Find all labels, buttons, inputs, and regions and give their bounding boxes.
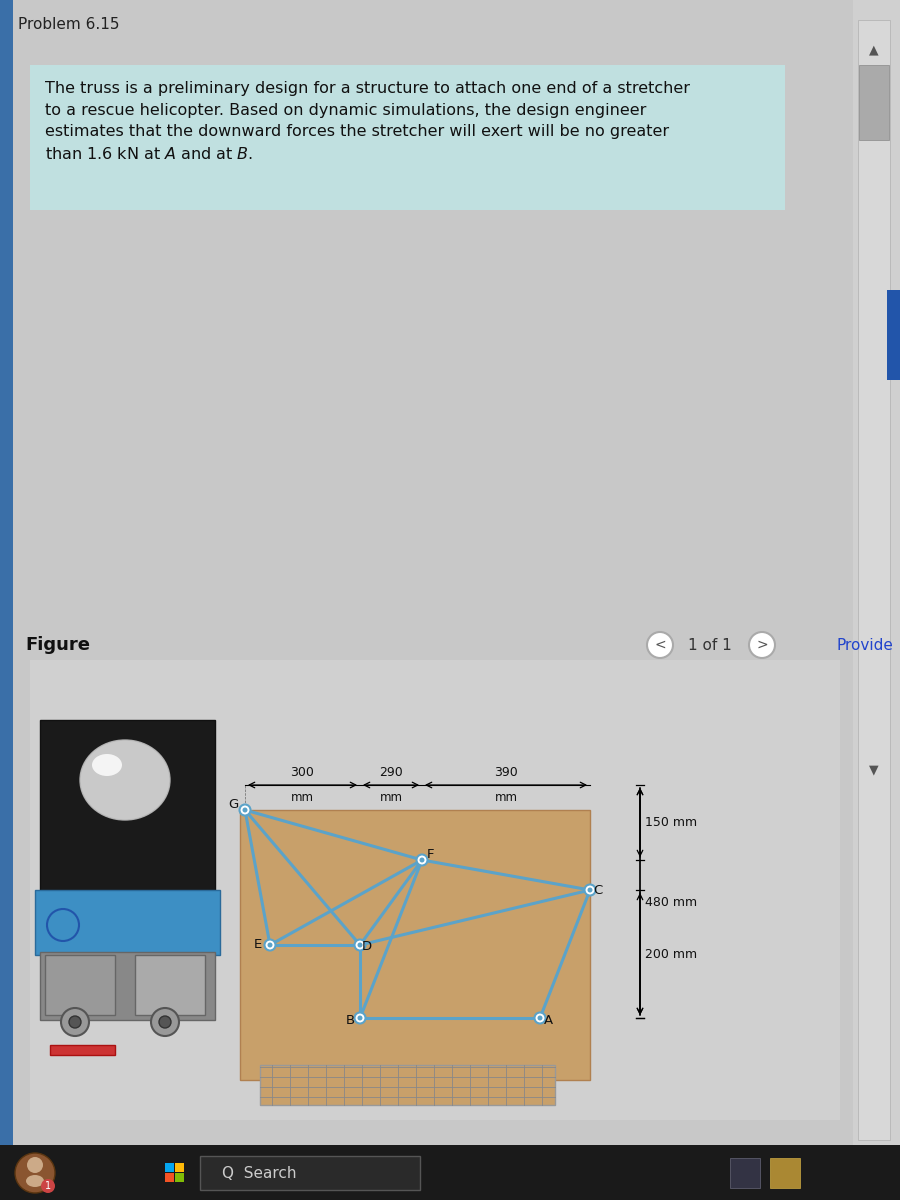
Text: 390: 390 xyxy=(494,766,518,779)
Circle shape xyxy=(15,1153,55,1193)
Circle shape xyxy=(584,884,596,895)
Circle shape xyxy=(357,1015,363,1020)
Text: A: A xyxy=(544,1014,553,1027)
Text: <: < xyxy=(654,638,666,652)
Bar xyxy=(30,660,840,1120)
Circle shape xyxy=(647,632,673,658)
Text: 200 mm: 200 mm xyxy=(645,948,698,960)
Circle shape xyxy=(69,1016,81,1028)
Bar xyxy=(175,1174,184,1182)
Circle shape xyxy=(239,804,250,816)
Ellipse shape xyxy=(26,1175,44,1187)
Circle shape xyxy=(355,1013,365,1024)
Circle shape xyxy=(749,632,775,658)
Bar xyxy=(887,290,900,380)
Text: F: F xyxy=(427,847,434,860)
Circle shape xyxy=(535,1013,545,1024)
Text: 300: 300 xyxy=(290,766,314,779)
Bar xyxy=(858,20,890,1140)
Ellipse shape xyxy=(80,740,170,820)
Circle shape xyxy=(242,808,248,812)
Circle shape xyxy=(151,1008,179,1036)
Bar xyxy=(40,720,215,895)
Text: 480 mm: 480 mm xyxy=(645,895,698,908)
Bar xyxy=(50,1045,115,1055)
Text: mm: mm xyxy=(291,791,313,804)
Text: Provide: Provide xyxy=(836,637,893,653)
Text: E: E xyxy=(254,938,262,952)
Circle shape xyxy=(355,940,365,950)
Text: C: C xyxy=(593,883,603,896)
Circle shape xyxy=(159,1016,171,1028)
Text: ▼: ▼ xyxy=(869,763,878,776)
Text: 1 of 1: 1 of 1 xyxy=(688,637,732,653)
Bar xyxy=(859,65,889,140)
Circle shape xyxy=(265,940,275,950)
Circle shape xyxy=(417,854,428,865)
Circle shape xyxy=(357,942,363,948)
Text: The truss is a preliminary design for a structure to attach one end of a stretch: The truss is a preliminary design for a … xyxy=(45,80,690,162)
Circle shape xyxy=(27,1157,43,1174)
Circle shape xyxy=(537,1015,543,1020)
Bar xyxy=(35,890,220,955)
Text: Problem 6.15: Problem 6.15 xyxy=(18,17,120,32)
Bar xyxy=(0,0,13,1145)
Bar xyxy=(0,1145,900,1200)
Text: Q  Search: Q Search xyxy=(222,1165,296,1181)
Bar xyxy=(200,1156,420,1190)
Text: ▲: ▲ xyxy=(869,43,878,56)
Text: mm: mm xyxy=(380,791,402,804)
Text: Figure: Figure xyxy=(25,636,90,654)
Text: mm: mm xyxy=(494,791,518,804)
Bar xyxy=(730,1158,760,1188)
Text: D: D xyxy=(362,941,372,954)
Text: G: G xyxy=(228,798,238,811)
Circle shape xyxy=(47,910,79,941)
Bar xyxy=(40,952,215,1020)
Circle shape xyxy=(588,888,592,893)
Bar xyxy=(240,810,590,1080)
Circle shape xyxy=(419,858,425,863)
Ellipse shape xyxy=(92,754,122,776)
Bar xyxy=(165,1174,174,1182)
Bar xyxy=(260,1066,555,1105)
Text: 290: 290 xyxy=(379,766,403,779)
Circle shape xyxy=(41,1178,55,1193)
Bar xyxy=(135,955,205,1015)
Bar xyxy=(770,1158,800,1188)
Bar xyxy=(30,65,785,210)
Bar xyxy=(175,1163,184,1172)
Circle shape xyxy=(267,942,273,948)
Bar xyxy=(45,955,115,1015)
Text: B: B xyxy=(346,1014,355,1027)
Circle shape xyxy=(61,1008,89,1036)
Text: 1: 1 xyxy=(45,1181,51,1190)
Text: >: > xyxy=(756,638,768,652)
Text: 150 mm: 150 mm xyxy=(645,816,698,829)
Bar xyxy=(853,0,900,1145)
Bar xyxy=(165,1163,174,1172)
